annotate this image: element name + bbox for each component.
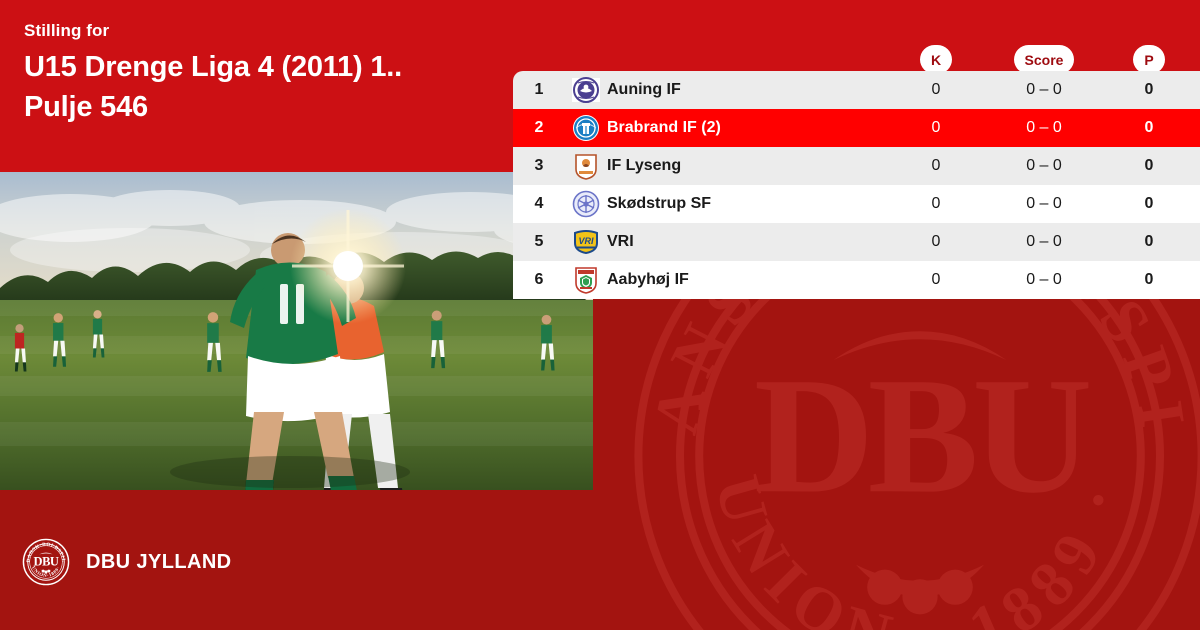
footer-brand: DANSK·BOLDSPIL UNION·1889· DBU DBU JYLLA…: [22, 538, 232, 586]
svg-text:VRI: VRI: [578, 236, 594, 246]
row-p: 0: [1144, 119, 1154, 136]
row-team-suffix: (2): [701, 119, 721, 136]
aabyhoj-if-crest: [565, 266, 607, 294]
row-rank: 2: [534, 119, 544, 136]
row-k: 0: [931, 119, 941, 136]
footer-bar: DANSK·BOLDSPIL UNION·1889· DBU DBU JYLLA…: [0, 490, 1200, 630]
row-p: 0: [1144, 157, 1154, 174]
column-header-score-label: Score: [1013, 45, 1075, 74]
row-team-label: Brabrand IF: [607, 119, 697, 136]
table-row[interactable]: 6 Aabyhøj IF 0 0 – 0 0: [513, 261, 1200, 299]
row-team-name: Brabrand IF (2): [607, 119, 882, 137]
eyebrow-label: Stilling for: [24, 21, 110, 40]
table-column-headers: K Score P: [513, 45, 1200, 74]
row-k: 0: [931, 157, 941, 174]
row-team-name: Auning IF: [607, 81, 681, 98]
row-rank: 5: [534, 233, 544, 250]
row-p: 0: [1144, 233, 1154, 250]
row-k: 0: [931, 233, 941, 250]
row-k: 0: [931, 271, 941, 288]
table-row[interactable]: 1 Auning IF 0 0 – 0 0: [513, 71, 1200, 109]
row-k: 0: [931, 81, 941, 98]
column-header-p-label: P: [1133, 45, 1165, 74]
page-title: U15 Drenge Liga 4 (2011) 1.. Pulje 546: [24, 47, 504, 127]
table-row[interactable]: 2 Brabrand IF (2) 0 0 – 0 0: [513, 109, 1200, 147]
skodstrup-sf-crest: [565, 190, 607, 218]
row-score: 0 – 0: [1026, 271, 1062, 288]
auning-if-crest: [565, 76, 607, 104]
row-team-name: IF Lyseng: [607, 157, 682, 174]
column-header-k-label: K: [919, 45, 953, 74]
row-rank: 4: [534, 195, 544, 212]
header-text-block: Stilling for U15 Drenge Liga 4 (2011) 1.…: [24, 20, 504, 127]
table-row[interactable]: 3 IF Lyseng 0 0 – 0 0: [513, 147, 1200, 185]
row-score: 0 – 0: [1026, 81, 1062, 98]
column-header-score: Score: [990, 45, 1098, 74]
dbu-seal-logo: DANSK·BOLDSPIL UNION·1889· DBU: [22, 538, 70, 586]
footer-label: DBU JYLLAND: [86, 550, 232, 573]
table-row[interactable]: 4 Skødstrup SF 0 0 – 0 0: [513, 185, 1200, 223]
row-k: 0: [931, 195, 941, 212]
svg-text:DBU: DBU: [34, 554, 59, 568]
row-rank: 3: [534, 157, 544, 174]
column-header-k: K: [882, 45, 990, 74]
row-rank: 6: [534, 271, 544, 288]
page-title-line-2: Pulje 546: [24, 91, 148, 123]
page-title-line-1: U15 Drenge Liga 4 (2011) 1..: [24, 51, 403, 83]
brabrand-if-crest: [565, 114, 607, 142]
hero-photo: [0, 172, 593, 490]
row-team-name: Aabyhøj IF: [607, 271, 689, 288]
row-p: 0: [1144, 81, 1154, 98]
table-row[interactable]: 5 VRI VRI 0 0 – 0 0: [513, 223, 1200, 261]
column-header-p: P: [1098, 45, 1200, 74]
row-score: 0 – 0: [1026, 157, 1062, 174]
row-rank: 1: [534, 81, 544, 98]
row-team-name: VRI: [607, 233, 634, 250]
row-p: 0: [1144, 271, 1154, 288]
row-score: 0 – 0: [1026, 195, 1062, 212]
row-team-name: Skødstrup SF: [607, 195, 712, 212]
standings-table: 1 Auning IF 0 0 – 0 0 2: [513, 71, 1200, 299]
row-score: 0 – 0: [1026, 119, 1062, 136]
row-p: 0: [1144, 195, 1154, 212]
row-score: 0 – 0: [1026, 233, 1062, 250]
vri-crest: VRI: [565, 229, 607, 255]
if-lyseng-crest: [565, 152, 607, 180]
